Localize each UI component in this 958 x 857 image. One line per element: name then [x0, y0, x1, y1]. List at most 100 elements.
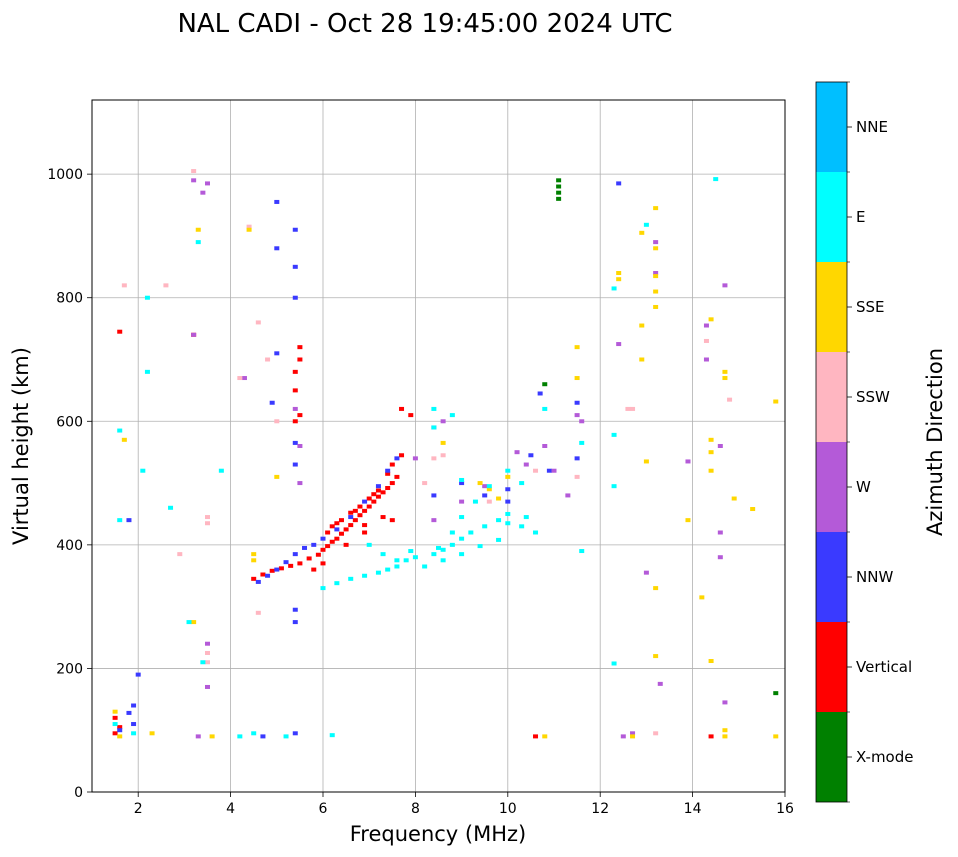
echo-point-e: [482, 524, 488, 529]
echo-point-e: [140, 468, 146, 473]
echo-point-sse: [477, 481, 483, 486]
echo-point-sse: [708, 659, 714, 664]
echo-point-sse: [639, 357, 645, 362]
colorbar-label: SSE: [856, 298, 885, 316]
echo-point-nnw: [269, 400, 275, 405]
echo-point-ssw: [486, 499, 492, 504]
echo-point-w: [440, 419, 446, 424]
y-tick-label: 600: [56, 414, 83, 430]
echo-point-nnw: [537, 391, 543, 396]
echo-point-e: [218, 468, 224, 473]
echo-point-nnw: [117, 728, 123, 733]
echo-point-vertical: [357, 513, 363, 518]
echo-point-w: [620, 734, 626, 739]
echo-point-ssw: [440, 453, 446, 458]
echo-point-vertical: [362, 508, 368, 513]
echo-point-sse: [773, 399, 779, 404]
echo-point-w: [542, 444, 548, 448]
echo-point-e: [186, 620, 192, 625]
echo-point-sse: [209, 734, 215, 739]
echo-point-nnw: [292, 227, 298, 232]
echo-point-w: [643, 570, 649, 575]
echo-point-e: [523, 515, 529, 520]
echo-point-sse: [251, 552, 257, 557]
echo-point-w: [657, 681, 663, 686]
echo-point-vertical: [380, 515, 386, 520]
echo-point-nnw: [431, 493, 437, 498]
echo-point-w: [292, 406, 298, 411]
echo-point-sse: [191, 620, 197, 625]
echo-point-e: [112, 722, 118, 727]
echo-point-nnw: [302, 545, 308, 550]
echo-point-x-mode: [542, 382, 548, 387]
echo-point-e: [431, 425, 437, 430]
echo-point-w: [241, 376, 247, 381]
echo-point-e: [251, 731, 257, 736]
echo-point-nnw: [311, 542, 317, 547]
echo-point-sse: [496, 496, 502, 501]
echo-point-e: [477, 544, 483, 549]
echo-point-nnw: [135, 672, 141, 677]
echo-point-sse: [653, 654, 659, 659]
echo-point-sse: [574, 376, 580, 381]
echo-point-ssw: [265, 357, 271, 362]
echo-point-e: [713, 177, 719, 182]
echo-point-nnw: [292, 607, 298, 612]
echo-point-nnw: [574, 400, 580, 405]
echo-point-vertical: [297, 357, 303, 362]
echo-point-vertical: [306, 556, 312, 561]
echo-point-sse: [722, 376, 728, 381]
echo-point-vertical: [366, 504, 372, 509]
echo-point-e: [449, 542, 455, 547]
x-tick-label: 2: [134, 801, 143, 817]
echo-point-ssw: [205, 650, 210, 655]
echo-point-vertical: [325, 530, 331, 535]
echo-point-e: [579, 549, 585, 554]
echo-point-sse: [685, 518, 691, 523]
echo-point-w: [191, 332, 197, 337]
echo-point-vertical: [112, 731, 118, 736]
echo-point-w: [579, 419, 585, 424]
echo-point-e: [436, 545, 441, 550]
colorbar-segment-w: [816, 442, 847, 532]
echo-point-e: [611, 286, 617, 291]
echo-point-w: [565, 493, 571, 498]
echo-point-e: [579, 440, 585, 445]
echo-point-ssw: [205, 515, 210, 520]
echo-point-e: [519, 481, 525, 486]
echo-point-vertical: [292, 388, 298, 393]
echo-point-e: [496, 537, 502, 542]
echo-point-vertical: [375, 494, 381, 499]
echo-point-sse: [653, 206, 659, 211]
echo-point-nnw: [362, 499, 368, 504]
echo-point-vertical: [362, 523, 368, 528]
echo-point-sse: [117, 734, 123, 739]
x-tick-label: 12: [591, 801, 609, 817]
echo-point-vertical: [260, 572, 266, 577]
echo-point-sse: [699, 595, 705, 600]
echo-point-vertical: [408, 413, 414, 418]
echo-point-w: [653, 240, 659, 245]
echo-point-sse: [708, 468, 714, 473]
echo-point-nnw: [320, 536, 326, 541]
echo-point-nnw: [292, 620, 298, 625]
echo-point-sse: [149, 731, 155, 736]
echo-point-w: [630, 731, 636, 736]
echo-point-w: [459, 499, 465, 504]
echo-point-nnw: [126, 710, 132, 715]
echo-point-e: [385, 567, 391, 572]
echo-point-sse: [639, 230, 645, 235]
echo-point-ssw: [121, 283, 127, 288]
echo-point-vertical: [366, 496, 372, 501]
echo-point-e: [472, 499, 478, 504]
echo-point-vertical: [117, 329, 123, 334]
echo-point-x-mode: [556, 196, 562, 201]
echo-point-vertical: [385, 471, 391, 476]
colorbar-label: SSW: [856, 388, 890, 406]
echo-point-vertical: [399, 453, 405, 458]
colorbar-title: Azimuth Direction: [923, 348, 947, 536]
echo-point-e: [117, 428, 123, 433]
echo-point-w: [205, 181, 210, 186]
echo-point-sse: [722, 728, 728, 733]
echo-point-ssw: [255, 320, 261, 325]
